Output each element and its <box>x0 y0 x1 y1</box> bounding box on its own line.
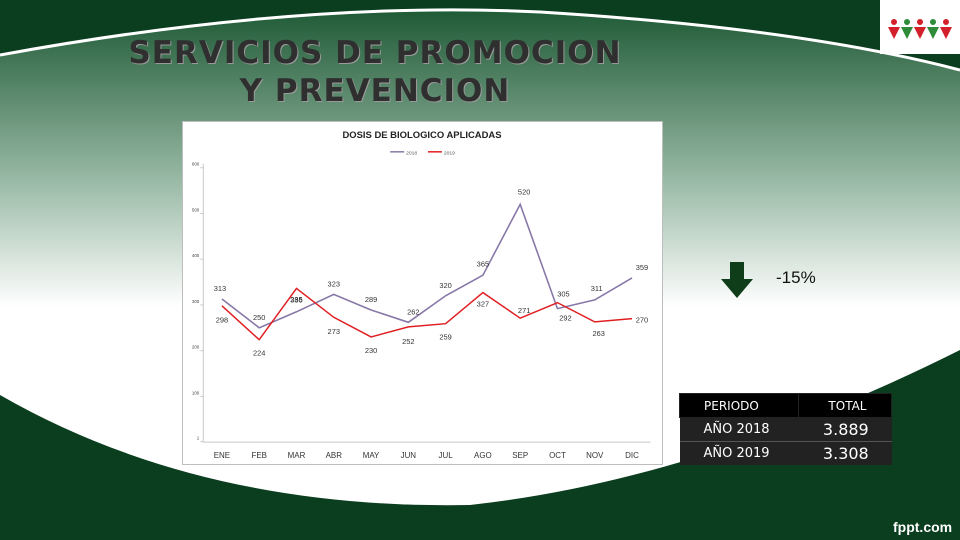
row-periodo: AÑO 2018 <box>679 417 799 442</box>
x-tick-label: ABR <box>326 451 343 460</box>
data-label: 320 <box>439 281 451 290</box>
x-tick-label: NOV <box>586 451 604 460</box>
x-tick-label: JUL <box>439 451 454 460</box>
summary-table: PERIODO TOTAL AÑO 2018 3.889 AÑO 2019 3.… <box>678 393 892 465</box>
data-label: 230 <box>365 346 377 355</box>
data-label: 313 <box>214 284 226 293</box>
data-label: 252 <box>402 337 414 346</box>
x-tick-label: MAY <box>363 451 380 460</box>
data-label: 359 <box>636 263 648 272</box>
x-tick-label: OCT <box>549 451 566 460</box>
data-label: 323 <box>328 279 340 288</box>
row-periodo: AÑO 2019 <box>679 441 799 465</box>
data-label: 224 <box>253 349 265 358</box>
chart-title: DOSIS DE BIOLOGICO APLICADAS <box>342 130 501 141</box>
row-total: 3.889 <box>798 417 892 442</box>
data-label: 336 <box>290 295 302 304</box>
data-label: 311 <box>591 284 603 293</box>
y-tick-label: 300 <box>192 299 200 304</box>
legend-label: 2018 <box>406 150 417 156</box>
y-tick-label: 100 <box>192 390 200 395</box>
x-tick-label: FEB <box>251 451 266 460</box>
data-label: 520 <box>518 187 530 196</box>
data-label: 250 <box>253 313 265 322</box>
legend-label: 2019 <box>444 150 455 156</box>
x-tick-label: SEP <box>512 451 528 460</box>
data-label: 365 <box>477 259 489 268</box>
data-label: 327 <box>477 300 489 309</box>
change-percent: -15% <box>776 268 816 287</box>
y-tick-label: 1 <box>197 436 200 441</box>
data-label: 270 <box>636 316 648 325</box>
x-tick-label: DIC <box>625 451 639 460</box>
x-tick-label: ENE <box>214 451 230 460</box>
data-label: 271 <box>518 306 530 315</box>
table-header-row: PERIODO TOTAL <box>678 393 892 418</box>
x-tick-label: MAR <box>288 451 306 460</box>
people-logo-icon <box>888 19 952 39</box>
data-label: 259 <box>439 333 451 342</box>
line-chart: DOSIS DE BIOLOGICO APLICADAS 2018 2019 1 100… <box>182 121 663 465</box>
row-total: 3.308 <box>798 441 892 465</box>
data-label: 263 <box>593 329 605 338</box>
y-tick-label: 500 <box>192 207 200 212</box>
down-arrow-icon <box>721 262 753 298</box>
header-total: TOTAL <box>798 393 892 418</box>
title-line-1: SERVICIOS DE PROMOCION <box>128 35 622 71</box>
x-tick-label: AGO <box>474 451 492 460</box>
series-line-2018 <box>221 202 633 329</box>
x-tick-label: JUN <box>401 451 417 460</box>
data-label: 285 <box>290 295 302 304</box>
table-row: AÑO 2019 3.308 <box>679 441 892 465</box>
logo <box>880 0 960 54</box>
y-tick-label: 200 <box>192 345 200 350</box>
data-label: 298 <box>216 316 228 325</box>
data-label: 289 <box>365 295 377 304</box>
y-tick-label: 600 <box>192 162 200 167</box>
data-label: 292 <box>559 314 571 323</box>
series-line-2019 <box>221 287 633 341</box>
footer-brand: fppt.com <box>893 519 953 535</box>
title-line-2: Y PREVENCION <box>239 73 511 109</box>
data-label: 305 <box>557 290 569 299</box>
data-label: 273 <box>328 327 340 336</box>
y-tick-label: 400 <box>192 253 200 258</box>
slide-title: SERVICIOS DE PROMOCION Y PREVENCION <box>95 34 655 110</box>
header-periodo: PERIODO <box>678 393 800 418</box>
data-label: 262 <box>407 307 419 316</box>
table-row: AÑO 2018 3.889 <box>679 417 892 442</box>
